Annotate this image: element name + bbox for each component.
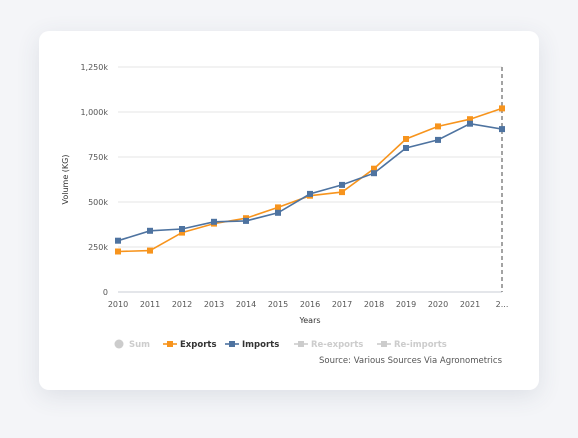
legend-item-sum[interactable]: Sum	[114, 339, 151, 351]
data-point-imports	[435, 136, 441, 143]
data-point-imports	[243, 217, 249, 224]
data-point-imports	[179, 226, 185, 232]
legend-item-re-exports[interactable]: Re-exports	[294, 340, 363, 350]
legend-label: Exports	[180, 340, 217, 350]
x-tick-label: 2021	[460, 300, 480, 309]
y-tick-label: 750k	[88, 153, 108, 162]
x-axis-title: Years	[298, 316, 320, 325]
y-axis-title: Volume (KG)	[61, 155, 70, 205]
x-tick-label: 2010	[108, 300, 128, 309]
data-point-exports	[371, 165, 377, 172]
chart-card: 0 250k 500k 750k 1,000k 1,250k 2010 2011 2012 201…	[39, 31, 539, 390]
data-point-imports	[275, 209, 281, 216]
y-tick-label: 250k	[88, 243, 108, 252]
x-tick-label: 2020	[428, 300, 448, 309]
legend-marker	[298, 341, 304, 347]
data-point-exports	[179, 229, 185, 236]
legend-label: Re-exports	[311, 340, 363, 350]
legend-label: Sum	[129, 340, 150, 350]
data-point-exports	[339, 189, 345, 196]
x-tick-label: 2016	[300, 300, 320, 309]
legend-label: Imports	[242, 340, 279, 350]
data-point-exports	[499, 105, 505, 112]
data-point-exports	[147, 247, 153, 254]
y-tick-label: 0	[103, 288, 108, 297]
y-tick-label: 500k	[88, 198, 108, 207]
data-point-imports	[467, 120, 473, 127]
data-point-imports	[211, 218, 217, 225]
legend-marker	[229, 341, 235, 347]
data-point-imports	[307, 190, 313, 197]
legend-label: Re-imports	[394, 340, 447, 350]
data-point-imports	[147, 227, 153, 234]
source-credit: Source: Various Sources Via Agronometric…	[319, 356, 503, 366]
legend-marker	[114, 339, 124, 349]
legend-item-imports[interactable]: Imports	[225, 340, 279, 350]
data-point-exports	[275, 204, 281, 211]
x-tick-label: 2018	[364, 300, 384, 309]
legend-item-re-imports[interactable]: Re-imports	[377, 340, 447, 350]
data-point-imports	[371, 170, 377, 177]
x-tick-label: 2015	[268, 300, 288, 309]
x-tick-label: 2019	[396, 300, 416, 309]
x-tick-label: 2011	[140, 300, 160, 309]
data-point-imports	[339, 181, 345, 188]
data-point-exports	[467, 116, 473, 123]
data-point-exports	[435, 123, 441, 130]
data-point-imports	[499, 126, 505, 133]
y-tick-label: 1,000k	[80, 108, 108, 117]
y-tick-label: 1,250k	[80, 63, 108, 72]
legend-marker	[381, 341, 387, 347]
legend-marker	[167, 341, 173, 347]
series-line-imports	[117, 122, 503, 242]
x-tick-label: 2013	[204, 300, 224, 309]
legend-item-exports[interactable]: Exports	[163, 340, 217, 350]
data-point-exports	[403, 136, 409, 142]
data-point-imports	[403, 145, 409, 151]
data-point-imports	[115, 237, 121, 244]
x-tick-label: 2...	[496, 300, 509, 309]
x-tick-label: 2012	[172, 300, 192, 309]
x-tick-label: 2014	[236, 300, 256, 309]
data-point-exports	[115, 248, 121, 255]
x-tick-label: 2017	[332, 300, 352, 309]
line-chart: 0 250k 500k 750k 1,000k 1,250k 2010 2011 2012 201…	[61, 63, 509, 366]
